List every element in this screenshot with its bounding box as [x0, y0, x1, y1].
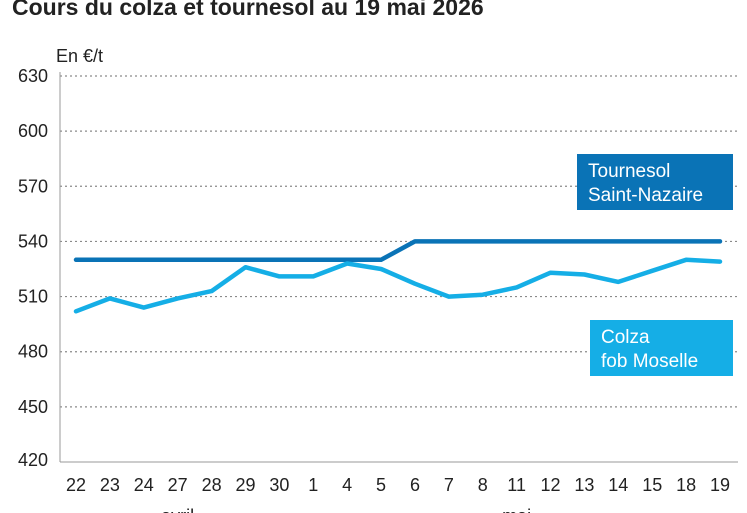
x-tick-label: 22: [66, 475, 86, 495]
y-tick-label: 420: [18, 450, 48, 470]
x-tick-label: 27: [168, 475, 188, 495]
series-line-1: [73, 257, 723, 314]
legend-box: [577, 154, 733, 210]
legend-label: fob Moselle: [601, 351, 698, 372]
x-tick-label: 12: [541, 475, 561, 495]
legend-box: [590, 320, 733, 376]
x-tick-label: 30: [269, 475, 289, 495]
chart-title: Cours du colza et tournesol au 19 mai 20…: [12, 0, 484, 20]
series-line-0: [73, 239, 723, 263]
x-tick-label: 19: [710, 475, 730, 495]
x-tick-label: 1: [308, 475, 318, 495]
y-tick-label: 480: [18, 342, 48, 362]
y-tick-label: 510: [18, 287, 48, 307]
y-tick-label: 570: [18, 176, 48, 196]
x-tick-label: 11: [507, 475, 526, 495]
x-tick-label: 23: [100, 475, 120, 495]
x-tick-label: 13: [574, 475, 594, 495]
x-tick-label: 5: [376, 475, 386, 495]
legend-label: Tournesol: [588, 161, 670, 182]
y-tick-label: 540: [18, 231, 48, 251]
x-tick-label: 6: [410, 475, 420, 495]
x-tick-label: 14: [608, 475, 628, 495]
x-tick-label: 8: [478, 475, 488, 495]
x-tick-label: 4: [342, 475, 352, 495]
x-tick-label: 15: [642, 475, 662, 495]
y-tick-label: 630: [18, 66, 48, 86]
x-tick-label: 24: [134, 475, 154, 495]
x-tick-label: 7: [444, 475, 454, 495]
x-tick-label: 29: [235, 475, 255, 495]
x-tick-label: 28: [202, 475, 222, 495]
x-month-label: avril: [161, 506, 194, 513]
x-month-label: mai: [502, 506, 531, 513]
legend-item-1: Colza fob Moselle: [590, 320, 733, 376]
y-axis-unit-label: En €/t: [56, 46, 103, 66]
legend-label: Colza: [601, 327, 650, 348]
x-tick-label: 18: [676, 475, 696, 495]
y-tick-label: 450: [18, 397, 48, 417]
legend-label: Saint-Nazaire: [588, 185, 703, 206]
y-tick-label: 600: [18, 121, 48, 141]
legend-item-0: Tournesol Saint-Nazaire: [577, 154, 733, 210]
